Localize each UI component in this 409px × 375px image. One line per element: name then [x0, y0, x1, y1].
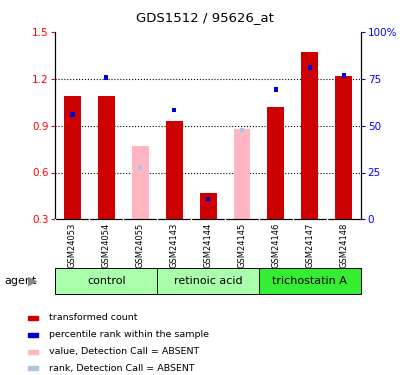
- Text: ▶: ▶: [28, 275, 37, 288]
- Text: GSM24145: GSM24145: [237, 223, 246, 268]
- Bar: [273, 87, 277, 92]
- Bar: [205, 197, 210, 201]
- Bar: [64, 96, 81, 219]
- Bar: [239, 128, 244, 133]
- Text: value, Detection Call = ABSENT: value, Detection Call = ABSENT: [49, 347, 199, 356]
- Text: rank, Detection Call = ABSENT: rank, Detection Call = ABSENT: [49, 364, 194, 373]
- Bar: [171, 108, 176, 112]
- Text: GSM24144: GSM24144: [203, 223, 212, 268]
- Bar: [157, 268, 258, 294]
- Text: agent: agent: [4, 276, 36, 286]
- Bar: [301, 52, 318, 219]
- Bar: [28, 316, 38, 320]
- Bar: [55, 268, 157, 294]
- Bar: [307, 66, 311, 70]
- Bar: [258, 268, 360, 294]
- Text: percentile rank within the sample: percentile rank within the sample: [49, 330, 209, 339]
- Text: GSM24148: GSM24148: [339, 223, 348, 268]
- Text: transformed count: transformed count: [49, 313, 137, 322]
- Text: GSM24143: GSM24143: [169, 223, 178, 268]
- Text: control: control: [87, 276, 125, 286]
- Bar: [70, 112, 74, 117]
- Bar: [28, 350, 38, 354]
- Bar: [28, 333, 38, 337]
- Bar: [233, 129, 250, 219]
- Bar: [341, 73, 345, 78]
- Text: retinoic acid: retinoic acid: [173, 276, 242, 286]
- Bar: [199, 193, 216, 219]
- Bar: [335, 76, 351, 219]
- Bar: [131, 146, 148, 219]
- Text: GDS1512 / 95626_at: GDS1512 / 95626_at: [136, 11, 273, 24]
- Bar: [267, 107, 284, 219]
- Text: GSM24146: GSM24146: [271, 223, 280, 268]
- Text: GSM24055: GSM24055: [135, 223, 144, 268]
- Bar: [165, 121, 182, 219]
- Text: GSM24053: GSM24053: [67, 223, 76, 268]
- Bar: [138, 165, 142, 170]
- Bar: [104, 75, 108, 80]
- Bar: [97, 96, 115, 219]
- Bar: [28, 366, 38, 370]
- Text: GSM24054: GSM24054: [101, 223, 110, 268]
- Text: GSM24147: GSM24147: [305, 223, 314, 268]
- Text: trichostatin A: trichostatin A: [272, 276, 346, 286]
